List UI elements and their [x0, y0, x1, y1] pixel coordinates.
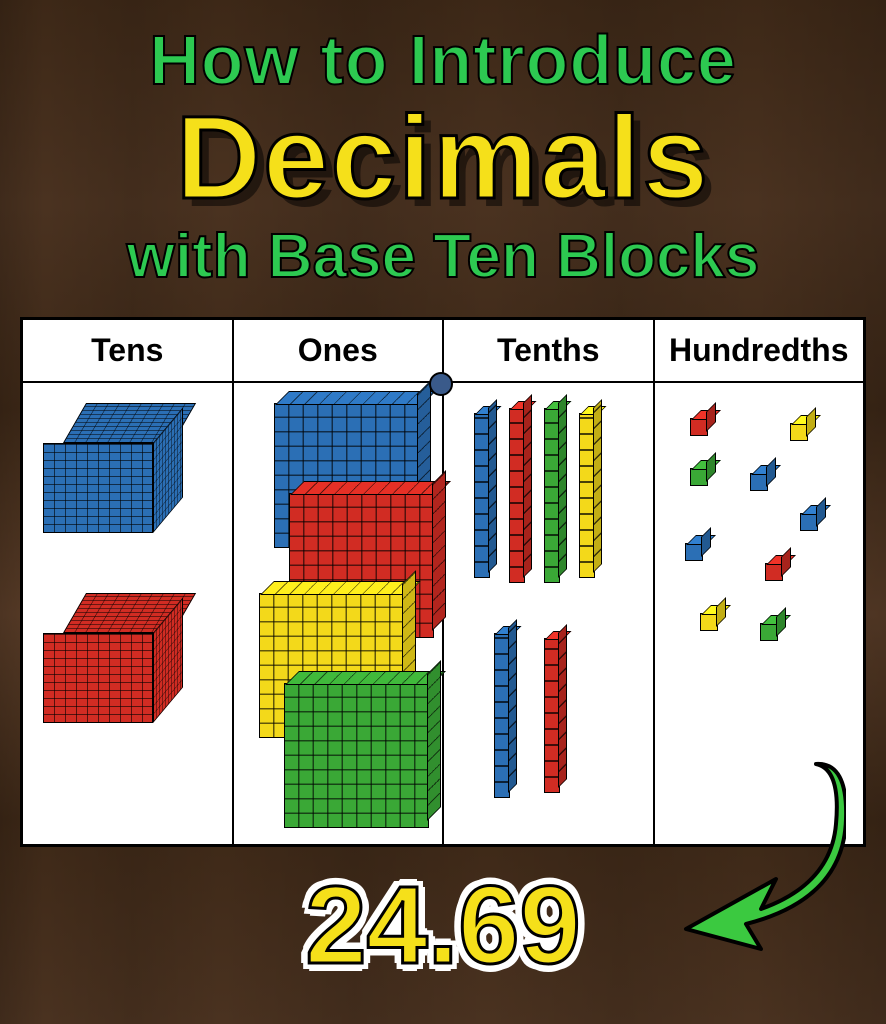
title-line-3: with Base Ten Blocks — [10, 221, 876, 292]
col-tenths: Tenths — [444, 320, 655, 844]
ten-rod — [494, 633, 510, 798]
title-line-1: How to Introduce — [10, 20, 876, 100]
title-block: How to Introduce Decimals with Base Ten … — [0, 0, 886, 302]
unit-cube — [800, 513, 818, 531]
unit-cube — [765, 563, 783, 581]
ten-rod — [544, 638, 560, 793]
col-body-ones — [234, 383, 443, 844]
unit-cube — [690, 418, 708, 436]
thousand-cube — [43, 593, 193, 743]
col-ones: Ones — [234, 320, 445, 844]
ten-rod — [544, 408, 560, 583]
unit-cube — [700, 613, 718, 631]
unit-cube — [760, 623, 778, 641]
col-header-tenths: Tenths — [444, 320, 653, 383]
col-body-tenths — [444, 383, 653, 844]
arrow-icon — [666, 754, 846, 954]
title-line-2: Decimals — [10, 90, 876, 226]
col-tens: Tens — [23, 320, 234, 844]
unit-cube — [750, 473, 768, 491]
col-body-tens — [23, 383, 232, 844]
thousand-cube — [43, 403, 193, 553]
ten-rod — [474, 413, 490, 578]
col-header-tens: Tens — [23, 320, 232, 383]
unit-cube — [790, 423, 808, 441]
ten-rod — [509, 408, 525, 583]
col-header-hundredths: Hundredths — [655, 320, 864, 383]
hundred-flat — [284, 683, 429, 828]
decimal-point-icon — [429, 372, 453, 396]
unit-cube — [690, 468, 708, 486]
unit-cube — [685, 543, 703, 561]
ten-rod — [579, 413, 595, 578]
col-header-ones: Ones — [234, 320, 443, 383]
